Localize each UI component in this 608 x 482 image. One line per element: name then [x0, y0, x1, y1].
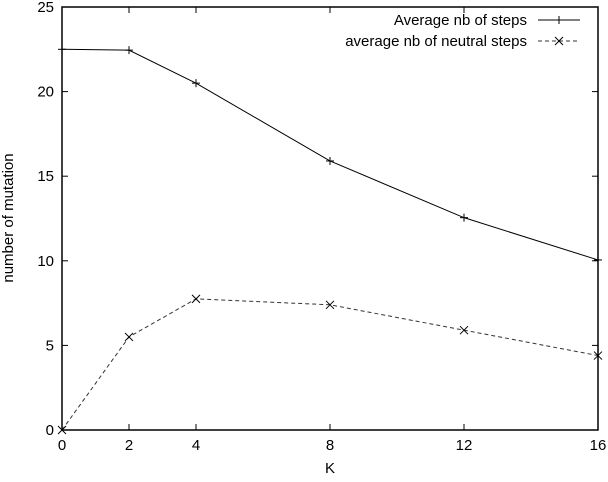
- series-layer: [57, 45, 603, 435]
- y-tick-label: 5: [46, 337, 54, 354]
- x-tick-label: 4: [192, 437, 200, 454]
- series-line: [61, 298, 599, 431]
- x-tick-label: 8: [326, 437, 334, 454]
- x-tick-label: 0: [58, 437, 66, 454]
- y-axis-ticks: 0 5 10 15 20 25: [37, 0, 598, 439]
- cross-marker: [459, 325, 469, 335]
- plot-frame: [61, 6, 599, 431]
- cross-marker: [554, 36, 564, 46]
- cross-marker: [57, 425, 67, 435]
- cross-marker: [124, 332, 134, 342]
- y-tick-label: 10: [37, 253, 54, 270]
- y-axis-title: number of mutation: [0, 153, 17, 282]
- legend-swatches: [538, 16, 580, 46]
- y-tick-label: 0: [46, 422, 54, 439]
- series-1: [58, 45, 602, 264]
- x-axis-title: K: [325, 460, 335, 477]
- y-tick-label: 25: [37, 0, 54, 16]
- cross-marker: [191, 294, 201, 304]
- x-axis-ticks: 0 2 4 8 12 16: [58, 7, 607, 454]
- x-tick-label: 2: [125, 437, 133, 454]
- series-2: [57, 294, 603, 435]
- y-tick-label: 15: [37, 168, 54, 185]
- x-tick-label: 12: [456, 437, 473, 454]
- y-tick-label: 20: [37, 84, 54, 101]
- legend-label-series-2: average nb of neutral steps: [345, 33, 527, 50]
- cross-marker: [325, 300, 335, 310]
- legend-label-series-1: Average nb of steps: [394, 12, 527, 29]
- cross-marker: [593, 351, 603, 360]
- legend: Average nb of steps average nb of neutra…: [345, 12, 580, 50]
- x-tick-label: 16: [590, 437, 607, 454]
- series-line: [61, 48, 599, 261]
- plot-border: [61, 6, 599, 431]
